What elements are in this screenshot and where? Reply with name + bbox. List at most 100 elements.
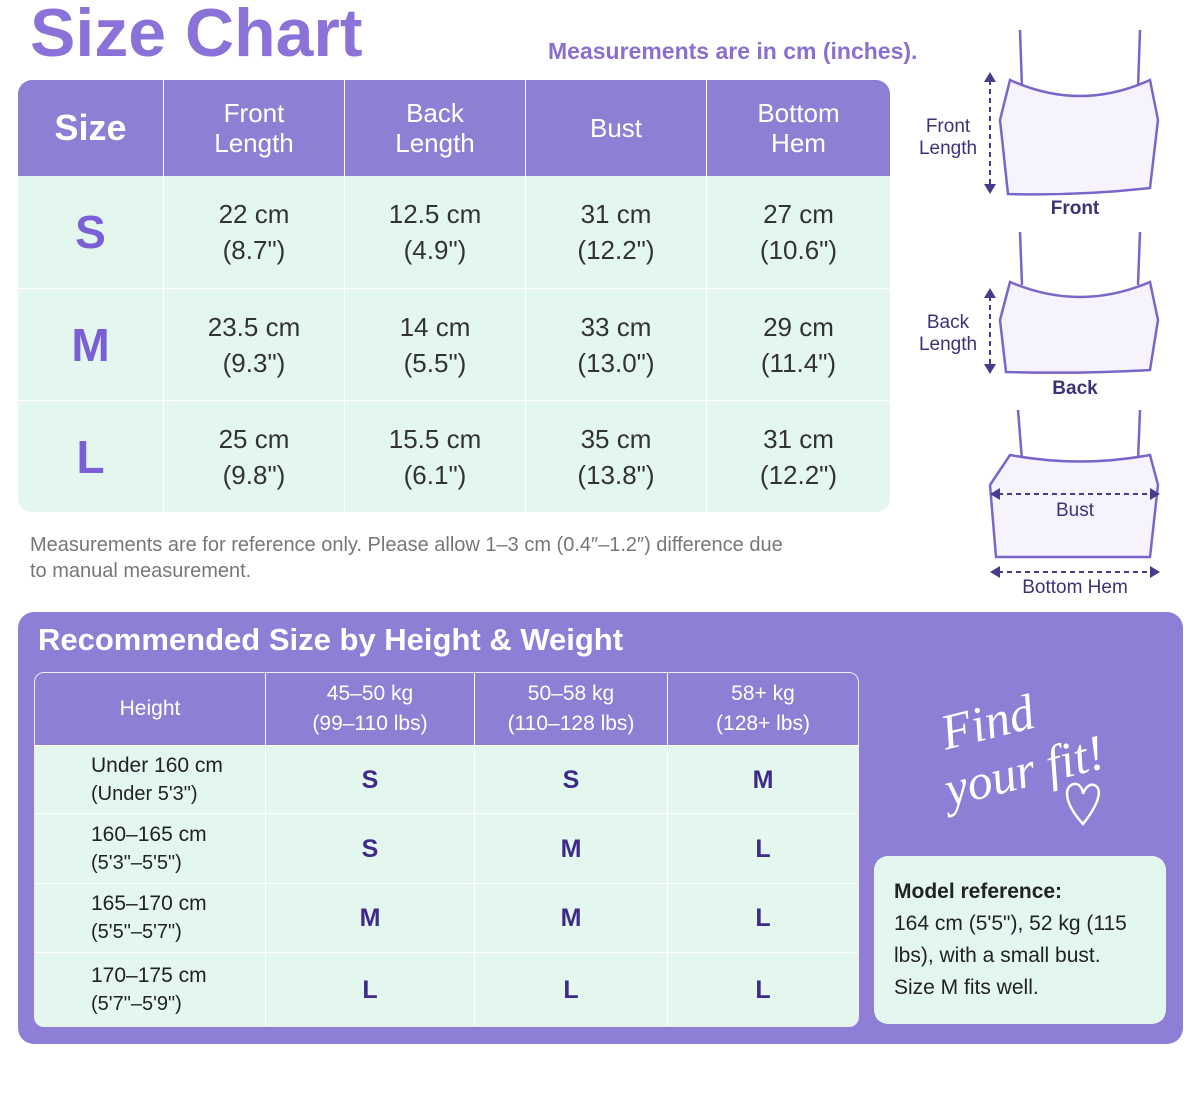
inch-value: (5.5") [403, 347, 467, 378]
inch-value: (8.7") [222, 235, 286, 265]
measure-cell: 35 cm (13.8") [526, 401, 707, 512]
height-text: 165–170 cm [91, 892, 207, 915]
size-cell: S [266, 814, 475, 884]
size-label: M [560, 904, 582, 932]
header-cell: 58+ kg (128+ lbs) [668, 673, 858, 746]
size-cell: L [668, 953, 858, 1026]
header-text: (128+ lbs) [716, 712, 810, 735]
cm-value: 12.5 cm [388, 199, 482, 229]
size-cell: L [18, 401, 164, 512]
height-text: (5'7"–5'9") [91, 992, 182, 1015]
inch-value: (9.8") [222, 459, 286, 490]
header-text: (110–128 lbs) [507, 712, 635, 735]
inch-value: (12.2") [577, 235, 655, 265]
size-label: L [76, 430, 105, 483]
header-cell: Bottom Hem [707, 80, 890, 176]
header-text: (99–110 lbs) [312, 712, 428, 735]
header-cell: Size [18, 80, 164, 176]
size-cell: M [18, 289, 164, 401]
cm-value: 29 cm [763, 311, 834, 342]
header-text: Bust [589, 113, 643, 143]
measure-cell: 14 cm (5.5") [345, 289, 526, 401]
cm-value: 31 cm [580, 199, 652, 229]
header-text: Bottom Hem [757, 98, 840, 158]
size-label: M [560, 834, 582, 863]
measure-cell: 12.5 cm (4.9") [345, 176, 526, 289]
inch-value: (13.0") [577, 347, 655, 378]
header-cell: Bust [526, 80, 707, 176]
height-text: (Under 5'3") [91, 782, 198, 805]
height-text: (5'5"–5'7") [91, 921, 182, 943]
size-cell: S [475, 746, 668, 814]
front-length-label: Front Length [918, 116, 978, 159]
inch-value: (6.1") [403, 459, 467, 490]
size-label: M [71, 318, 110, 371]
measure-cell: 33 cm (13.0") [526, 289, 707, 401]
size-table: Size Front Length Back Length Bust Bottom He… [18, 80, 890, 512]
size-label: L [755, 975, 771, 1004]
recommend-panel: Recommended Size by Height & Weight Heig… [18, 612, 1183, 1044]
cm-value: 27 cm [763, 199, 834, 229]
size-cell: M [475, 884, 668, 953]
header-cell: Front Length [164, 80, 345, 176]
recommend-table: Height 45–50 kg (99–110 lbs) 50–58 kg (110–1… [34, 672, 859, 1027]
diagrams [984, 29, 1160, 578]
model-label: Model reference: [894, 880, 1063, 903]
cm-value: 15.5 cm [388, 423, 482, 454]
header-text: 45–50 kg [326, 682, 414, 705]
units-note: Measurements are in cm (inches). [548, 38, 918, 64]
header-cell: 50–58 kg (110–128 lbs) [475, 673, 668, 746]
bust-label: Bust [1055, 500, 1095, 521]
header-text: 58+ kg [731, 682, 795, 705]
size-label: L [755, 904, 771, 932]
disclaimer: Measurements are for reference only. Ple… [30, 534, 783, 582]
measure-cell: 27 cm (10.6") [707, 176, 890, 289]
cm-value: 14 cm [399, 311, 471, 342]
size-cell: L [668, 814, 858, 884]
height-cell: Under 160 cm (Under 5'3") [35, 746, 266, 814]
hem-label: Bottom Hem [1022, 577, 1128, 598]
height-cell: 170–175 cm (5'7"–5'9") [35, 953, 266, 1026]
height-cell: 165–170 cm (5'5"–5'7") [35, 884, 266, 953]
measure-cell: 22 cm (8.7") [164, 176, 345, 289]
inch-value: (9.3") [222, 347, 286, 378]
cm-value: 25 cm [218, 423, 290, 454]
size-cell: M [266, 884, 475, 953]
recommend-title: Recommended Size by Height & Weight [38, 622, 624, 657]
size-label: S [361, 765, 379, 794]
cm-value: 35 cm [580, 423, 652, 454]
height-cell: 160–165 cm (5'3"–5'5") [35, 814, 266, 884]
inch-value: (13.8") [577, 459, 655, 490]
measure-cell: 31 cm (12.2") [707, 401, 890, 512]
inch-value: (12.2") [759, 459, 838, 490]
cm-value: 31 cm [763, 423, 834, 454]
header-text: Back Length [395, 98, 475, 158]
height-text: (5'3"–5'5") [91, 851, 182, 874]
measure-cell: 25 cm (9.8") [164, 401, 345, 512]
measure-cell: 23.5 cm (9.3") [164, 289, 345, 401]
cm-value: 33 cm [580, 311, 652, 342]
header-cell: Back Length [345, 80, 526, 176]
back-label: Back [1052, 378, 1098, 399]
inch-value: (4.9") [403, 235, 467, 265]
title: Size Chart [30, 0, 363, 71]
measure-cell: 29 cm (11.4") [707, 289, 890, 401]
size-label: S [75, 206, 106, 258]
front-label: Front [1050, 198, 1100, 219]
size-cell: S [266, 746, 475, 814]
back-length-label: Back Length [918, 312, 978, 355]
header-text: Size [54, 107, 127, 148]
size-cell: M [475, 814, 668, 884]
size-label: M [752, 765, 774, 794]
size-label: L [755, 834, 771, 863]
inch-value: (11.4") [760, 347, 837, 378]
header-cell: Height [35, 673, 266, 746]
header-cell: 45–50 kg (99–110 lbs) [266, 673, 475, 746]
size-label: L [362, 975, 378, 1004]
size-cell: L [266, 953, 475, 1026]
cm-value: 22 cm [218, 199, 290, 229]
cm-value: 23.5 cm [207, 311, 301, 342]
size-label: S [562, 765, 580, 794]
height-text: Under 160 cm [91, 753, 223, 777]
